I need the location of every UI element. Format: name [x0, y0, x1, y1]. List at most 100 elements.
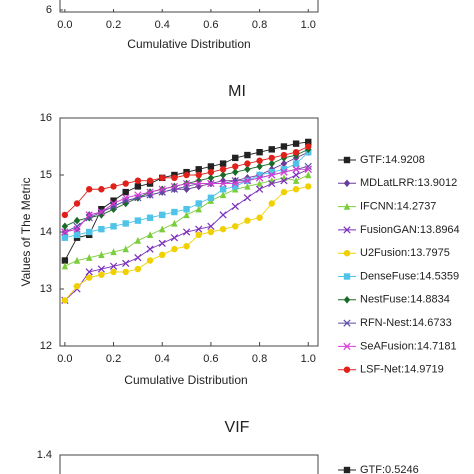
marker [146, 231, 154, 239]
marker [244, 151, 251, 159]
marker [232, 223, 239, 230]
marker [195, 171, 202, 179]
marker [343, 342, 351, 351]
marker [110, 223, 117, 230]
marker [207, 179, 215, 188]
marker [109, 199, 118, 208]
marker [183, 171, 190, 179]
marker [73, 225, 81, 233]
marker [98, 225, 105, 233]
top-plot-frame [59, 0, 319, 13]
marker [244, 160, 251, 167]
marker [280, 177, 288, 185]
legend-label: GTF:0.5246 [360, 464, 419, 474]
marker [73, 200, 81, 207]
marker [85, 268, 93, 276]
marker [195, 225, 203, 233]
marker [304, 165, 312, 173]
y-tick-label: 12 [40, 340, 52, 352]
legend-label: DenseFuse:14.5359 [360, 270, 459, 282]
legend-label: U2Fusion:13.7975 [360, 247, 450, 259]
marker [243, 177, 252, 185]
marker [159, 174, 166, 182]
x-tick-label: 0.6 [203, 19, 218, 31]
x-tick-label: 0.0 [57, 19, 72, 31]
marker [61, 262, 69, 270]
marker [171, 174, 178, 182]
x-tick-label: 0.8 [252, 353, 267, 365]
x-tick-label: 1.0 [301, 19, 316, 31]
marker [304, 162, 312, 171]
marker [170, 182, 179, 191]
chart-title: MI [228, 83, 246, 100]
marker [183, 211, 190, 219]
marker [219, 211, 227, 219]
marker [292, 177, 300, 184]
marker [232, 168, 239, 176]
marker [134, 236, 142, 244]
marker [122, 194, 130, 202]
x-axis-label: Cumulative Distribution [124, 373, 247, 387]
marker [73, 216, 81, 225]
marker [244, 165, 251, 174]
marker [171, 219, 178, 227]
marker [219, 166, 227, 173]
marker [244, 182, 251, 190]
y-tick-label: 6 [46, 4, 52, 16]
marker [219, 171, 227, 179]
marker [343, 366, 351, 373]
y-tick-label: 15 [40, 169, 52, 181]
x-tick-label: 0.2 [106, 19, 121, 31]
marker [292, 149, 300, 156]
marker [171, 245, 178, 253]
marker [268, 179, 276, 188]
x-tick-label: 0.6 [203, 353, 218, 365]
marker [255, 185, 264, 193]
marker [207, 228, 215, 236]
marker [73, 282, 81, 290]
marker [256, 157, 263, 164]
legend-label: SeAFusion:14.7181 [360, 340, 457, 352]
x-tick-label: 0.0 [57, 353, 72, 365]
marker [256, 162, 263, 171]
marker [268, 171, 276, 179]
marker [61, 222, 69, 231]
marker [195, 179, 203, 188]
marker [183, 185, 190, 194]
marker [109, 262, 118, 270]
y-tick-label: 14 [40, 226, 52, 238]
marker [122, 259, 130, 267]
marker [268, 146, 275, 153]
legend-label: RFN-Nest:14.6733 [360, 317, 452, 329]
marker [122, 220, 129, 227]
marker [343, 179, 351, 188]
marker [61, 297, 69, 304]
marker [158, 185, 166, 193]
legend-label: NestFuse:14.8834 [360, 294, 450, 306]
marker [122, 268, 129, 276]
marker [73, 231, 81, 239]
marker [61, 211, 69, 219]
marker [122, 245, 129, 253]
marker [97, 265, 106, 273]
x-axis-label: Cumulative Distribution [127, 37, 250, 51]
marker [268, 168, 275, 176]
legend-label: GTF:14.9208 [360, 154, 425, 166]
y-tick-label: 1.4 [37, 449, 52, 461]
marker [146, 177, 154, 184]
marker [343, 319, 351, 327]
marker [146, 188, 154, 196]
marker [292, 186, 300, 193]
marker [109, 202, 118, 210]
marker [146, 245, 154, 253]
marker [292, 160, 300, 167]
marker [207, 163, 215, 170]
marker [110, 268, 117, 276]
marker [232, 163, 239, 170]
marker [280, 151, 288, 159]
marker [256, 179, 263, 187]
marker [195, 166, 202, 173]
marker [86, 228, 93, 236]
marker [183, 206, 190, 213]
marker [134, 265, 142, 273]
